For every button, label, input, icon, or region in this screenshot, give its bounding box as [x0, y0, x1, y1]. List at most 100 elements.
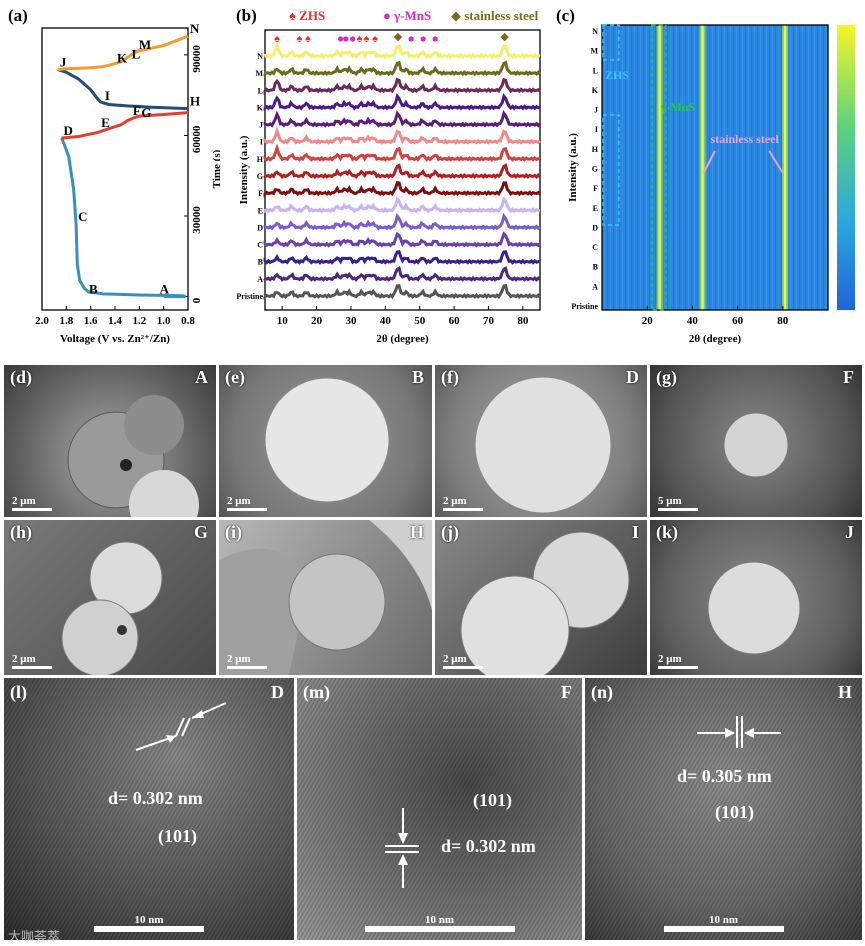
x-tick-label: 1.4: [108, 315, 122, 327]
trace-label: M: [255, 69, 263, 78]
x-axis-label: 2θ (degree): [376, 333, 429, 345]
xrd-trace: [263, 125, 541, 145]
panel-label-a: (a): [8, 6, 28, 25]
trace-label: I: [260, 138, 263, 147]
xrd-trace: [263, 181, 541, 198]
y-tick-label: H: [592, 145, 599, 154]
sem-panel-k: (k) J 2 μm: [650, 520, 862, 675]
y-tick-label: D: [592, 223, 598, 232]
series-line: [60, 137, 187, 299]
sem-panel-e: (e) B 2 μm: [219, 365, 432, 517]
scale-bar: 2 μm: [227, 495, 267, 511]
xrd-trace: [263, 109, 542, 128]
scale-bar: 2 μm: [227, 653, 267, 669]
sem-panel-h: (h) G 2 μm: [4, 520, 216, 675]
chart-c: 20 40 60 80 Pristine A B C D E F G H I J K L M N ZHS γ-MnS st…: [567, 24, 855, 345]
mns-marker: [420, 36, 426, 42]
microsphere-image: [474, 376, 612, 514]
x-tick-label: 1.0: [157, 315, 171, 327]
mns-annotation: γ-MnS: [660, 100, 696, 114]
sem-panel-i: (i) H 2 μm: [219, 520, 432, 675]
plot-frame: [264, 29, 541, 311]
tem-panel-m: (m) F d= 0.302 nm (101) 10 nm: [297, 678, 582, 940]
xrd-trace: [263, 250, 541, 265]
trace-label: J: [259, 121, 263, 130]
trace-label: B: [258, 258, 264, 267]
x-tick-label: 40: [380, 315, 392, 327]
lattice-plane: (101): [473, 790, 512, 810]
watermark: 大咖荟萃: [8, 930, 61, 945]
scale-bar: 5 μm: [658, 495, 698, 511]
panel-label-g: (g): [656, 367, 677, 387]
point-label: F: [133, 103, 141, 118]
lattice-arrows: [135, 702, 227, 751]
state-tag: G: [193, 522, 208, 542]
y-axis-label: Time (s): [211, 149, 220, 188]
panel-label-c: (c): [556, 6, 575, 25]
state-tag: D: [271, 682, 284, 702]
x-tick-label: 1.8: [59, 315, 73, 327]
xrd-trace: [263, 265, 541, 282]
d-spacing: d= 0.302 nm: [441, 836, 536, 856]
d-spacing: d= 0.302 nm: [108, 788, 203, 808]
trace-label: K: [257, 103, 264, 112]
legend-ss: ◆ stainless steel: [451, 8, 539, 23]
x-tick-label: 1.2: [132, 315, 146, 327]
trace-label: N: [257, 52, 263, 61]
ss-marker: ◆: [500, 31, 509, 43]
point-label: L: [132, 47, 141, 62]
mns-marker: [350, 36, 356, 42]
xrd-trace: [263, 196, 541, 214]
point-label: J: [60, 55, 67, 70]
state-tag: B: [411, 367, 424, 387]
panel-label-m: (m): [303, 682, 330, 702]
trace-label: H: [257, 155, 264, 164]
zhs-marker: ♠: [274, 33, 280, 45]
lattice-fringes: [297, 678, 582, 940]
panel-label-i: (i): [225, 522, 242, 542]
lattice-arrows: [697, 716, 781, 748]
zhs-box: [602, 24, 620, 61]
panel-label-f: (f): [441, 367, 459, 387]
xrd-trace: [263, 283, 542, 300]
zhs-marker: ♠: [363, 33, 369, 45]
x-axis-label: Voltage (V vs. Zn²⁺/Zn): [60, 333, 170, 345]
heatmap-area: [602, 25, 828, 310]
y-tick-label: I: [595, 125, 598, 134]
panel-label-k: (k): [656, 522, 678, 542]
point-label: B: [89, 282, 98, 297]
y-tick-label: 30000: [191, 206, 203, 234]
scale-bar: 2 μm: [12, 495, 52, 511]
x-tick-label: 60: [449, 315, 461, 327]
zhs-marker: ♠: [372, 33, 378, 45]
x-tick-label: 20: [311, 315, 323, 327]
d-spacing: d= 0.305 nm: [677, 766, 772, 786]
microsphere-image: [264, 377, 390, 503]
state-tag: H: [409, 522, 424, 542]
zhs-annotation: ZHS: [605, 68, 629, 82]
sem-panel-g: (g) F 5 μm: [650, 365, 862, 517]
microsphere-image: [219, 520, 432, 675]
ss-arrow: [768, 150, 784, 174]
scale-bar: 10 nm: [364, 914, 515, 932]
xrd-trace: [263, 212, 541, 231]
y-tick-label: J: [594, 106, 598, 115]
y-tick-label: N: [592, 27, 598, 36]
panel-label-b: (b): [236, 6, 257, 25]
point-label: D: [63, 123, 72, 138]
ss-arrow: [702, 150, 716, 174]
scale-bar: 2 μm: [658, 653, 698, 669]
y-axis-label: Intensity (a.u.): [238, 135, 250, 204]
mns-marker: [338, 36, 344, 42]
microsphere-image: [707, 561, 801, 655]
heatmap-peak-line: [658, 25, 661, 310]
x-axis-label: 2θ (degree): [689, 333, 742, 345]
y-tick-label: Pristine: [571, 302, 598, 311]
x-tick-label: 40: [687, 315, 699, 327]
ss-marker: ◆: [394, 31, 403, 43]
colorbar: [837, 25, 855, 310]
xrd-trace: [263, 163, 542, 180]
trace-label: E: [258, 206, 263, 215]
trace-label: A: [257, 275, 263, 284]
point-label: E: [101, 115, 110, 130]
